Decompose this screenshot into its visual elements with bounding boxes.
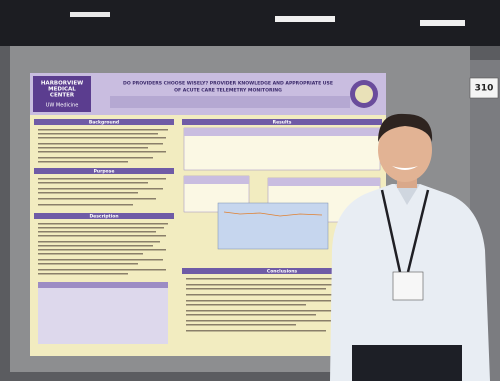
person xyxy=(330,113,490,381)
text-lines xyxy=(38,223,168,275)
section-heading: Results xyxy=(273,120,292,126)
logo-name: CENTER xyxy=(50,93,75,99)
table-header xyxy=(38,282,168,288)
section-bar xyxy=(34,119,174,125)
poster-title: OF ACUTE CARE TELEMETRY MONITORING xyxy=(174,88,282,94)
logo-affiliation: UW Medicine xyxy=(46,103,79,109)
ceiling-light xyxy=(420,20,465,26)
results-table-header xyxy=(268,178,380,186)
text-lines xyxy=(186,278,341,332)
chart-image xyxy=(217,202,329,250)
section-heading: Description xyxy=(89,214,118,220)
logo-name: MEDICAL xyxy=(48,87,76,93)
logo-name: HARBORVIEW xyxy=(41,81,83,87)
logo xyxy=(33,76,91,112)
section-heading: Background xyxy=(89,120,119,126)
booth-sign xyxy=(469,77,499,99)
section-bar xyxy=(182,268,382,274)
text-lines xyxy=(38,129,168,163)
section-heading: Conclusions xyxy=(267,269,298,275)
seal xyxy=(355,85,373,103)
table-image xyxy=(38,282,168,344)
poster-title: DO PROVIDERS CHOOSE WISELY? PROVIDER KNO… xyxy=(123,81,333,87)
section-bar xyxy=(34,213,174,219)
chart-line xyxy=(223,211,323,217)
results-table-header xyxy=(184,176,249,184)
ceiling xyxy=(0,0,500,46)
section-bar xyxy=(34,168,174,174)
text-lines xyxy=(38,178,166,206)
ceiling-light xyxy=(70,12,110,17)
section-heading: Purpose xyxy=(94,169,115,175)
results-table-header xyxy=(184,128,380,136)
author-block xyxy=(110,96,350,108)
section-bar xyxy=(182,119,382,125)
booth-number: 310 xyxy=(475,84,494,94)
ceiling-light xyxy=(275,16,335,22)
